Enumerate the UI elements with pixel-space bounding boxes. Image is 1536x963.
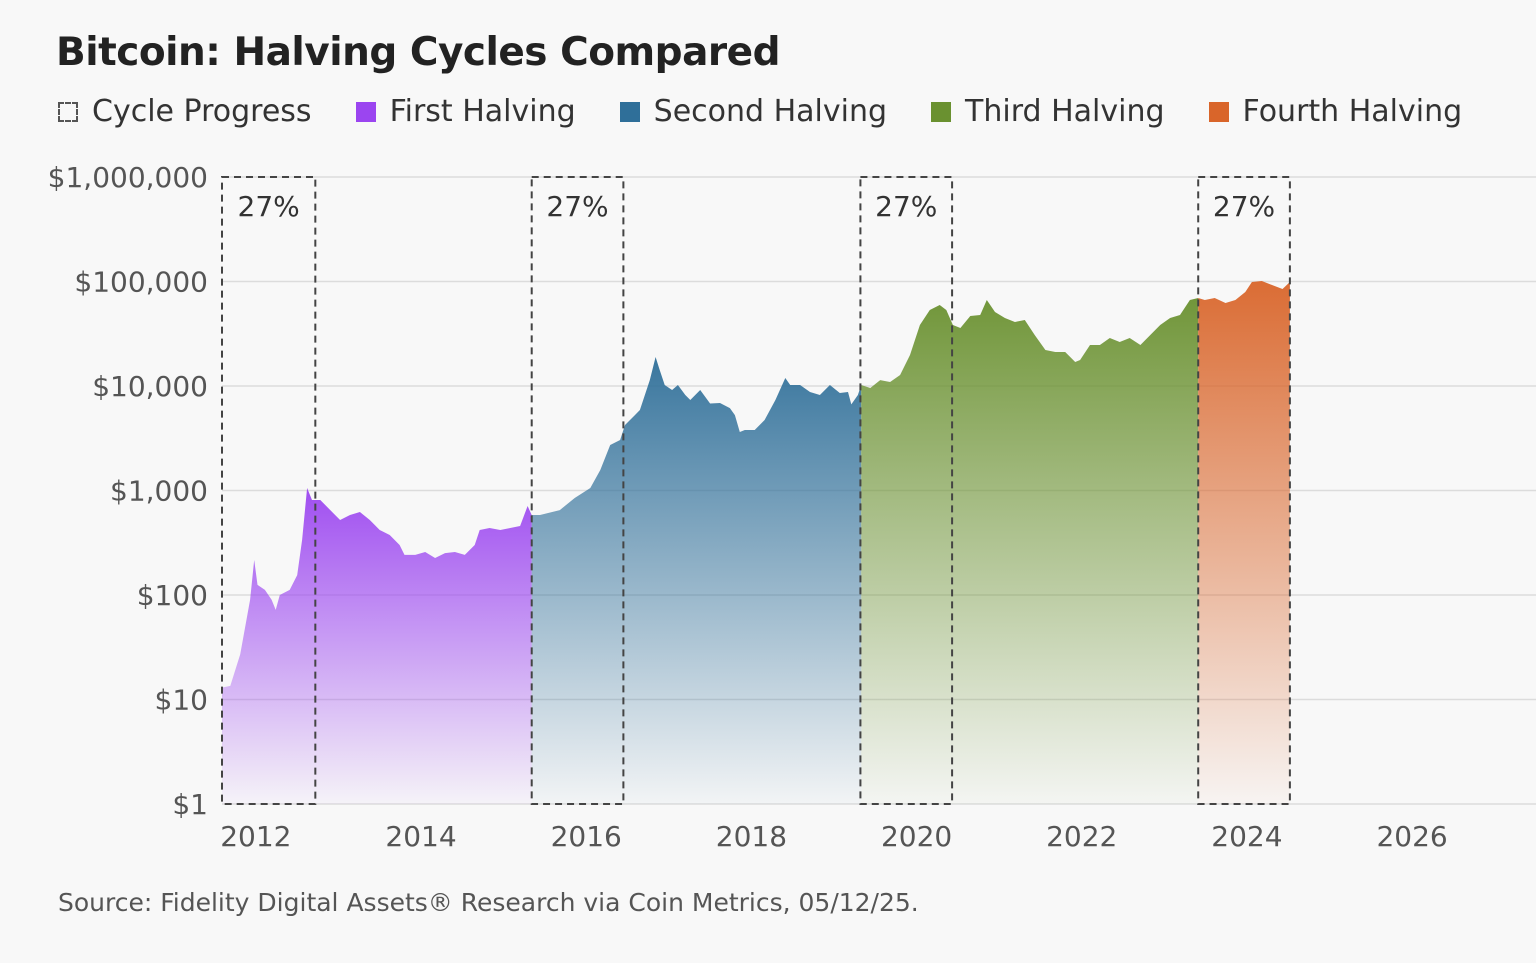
x-tick-label: 2022 (1046, 820, 1117, 853)
cycle-progress-label: 27% (1213, 190, 1275, 223)
legend-item-cycle-progress: Cycle Progress (58, 94, 312, 129)
y-tick-label: $10,000 (92, 370, 208, 403)
legend-item-first-halving: First Halving (355, 94, 576, 129)
legend-label: First Halving (389, 94, 576, 129)
area-second-halving (531, 357, 862, 804)
x-tick-label: 2024 (1211, 820, 1282, 853)
cycle-progress-label: 27% (875, 190, 937, 223)
chart-title: Bitcoin: Halving Cycles Compared (56, 30, 781, 75)
area-fourth-halving (1198, 281, 1290, 804)
cycle-progress-label: 27% (238, 190, 300, 223)
y-tick-label: $1 (172, 788, 208, 821)
legend-item-third-halving: Third Halving (931, 94, 1165, 129)
x-tick-label: 2018 (716, 820, 787, 853)
x-tick-label: 2016 (551, 820, 622, 853)
swatch-icon (355, 101, 376, 122)
swatch-icon (619, 101, 640, 122)
legend: Cycle Progress First Halving Second Halv… (58, 94, 1506, 129)
cycle-progress-label: 27% (546, 190, 608, 223)
x-tick-label: 2012 (220, 820, 291, 853)
swatch-icon (931, 101, 952, 122)
legend-label: Third Halving (965, 94, 1165, 129)
area-first-halving (222, 488, 532, 804)
y-tick-label: $1,000,000 (48, 161, 208, 194)
x-tick-label: 2014 (385, 820, 456, 853)
source-note: Source: Fidelity Digital Assets® Researc… (58, 888, 919, 917)
legend-item-second-halving: Second Halving (619, 94, 888, 129)
swatch-icon (1208, 101, 1229, 122)
x-tick-label: 2026 (1376, 820, 1447, 853)
legend-label: Cycle Progress (92, 94, 312, 129)
y-tick-label: $100 (137, 579, 208, 612)
legend-label: Second Halving (653, 94, 888, 129)
y-tick-label: $10 (155, 684, 208, 717)
dashed-box-icon (58, 101, 78, 122)
area-third-halving (861, 298, 1199, 804)
legend-label: Fourth Halving (1242, 94, 1463, 129)
y-tick-label: $100,000 (74, 266, 208, 299)
legend-item-fourth-halving: Fourth Halving (1208, 94, 1463, 129)
x-tick-label: 2020 (881, 820, 952, 853)
y-tick-label: $1,000 (110, 475, 208, 508)
